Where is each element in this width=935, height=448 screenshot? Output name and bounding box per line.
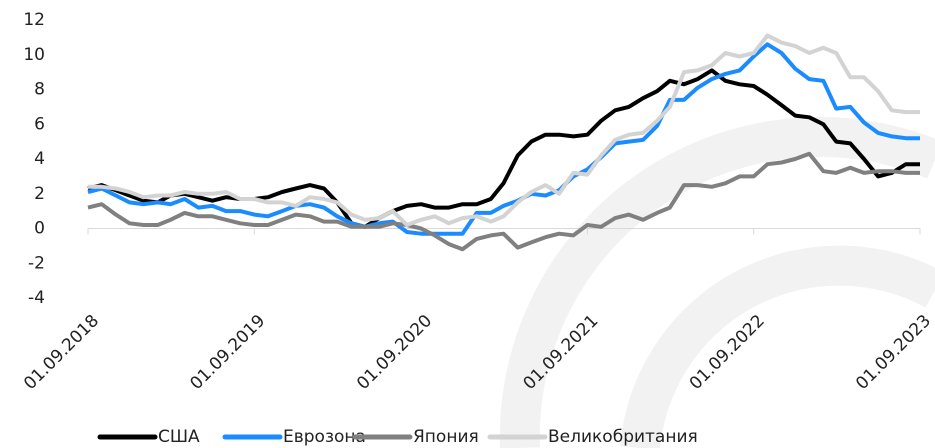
y-tick-label: 12 xyxy=(23,10,45,30)
y-tick-label: 6 xyxy=(34,114,45,134)
y-tick-label: 2 xyxy=(34,184,45,204)
watermark xyxy=(499,117,935,448)
series-line xyxy=(87,151,920,252)
x-tick-label: 01.09.2020 xyxy=(353,311,436,394)
legend-label: США xyxy=(158,427,200,447)
legend-label: Еврозона xyxy=(283,427,366,447)
series-line xyxy=(87,68,920,229)
y-tick-label: 0 xyxy=(34,219,45,239)
watermark-arc xyxy=(499,117,935,448)
x-tick-label: 01.09.2018 xyxy=(20,311,103,394)
y-tick-label: -4 xyxy=(28,288,45,308)
watermark-arc xyxy=(620,245,935,448)
x-tick-label: 01.09.2019 xyxy=(186,311,269,394)
y-tick-label: 4 xyxy=(34,149,45,169)
series-line xyxy=(87,42,920,236)
legend-label: Великобритания xyxy=(548,427,698,447)
y-tick-label: 8 xyxy=(34,80,45,100)
x-tick-label: 01.09.2023 xyxy=(852,311,935,394)
y-tick-label: 10 xyxy=(23,45,45,65)
legend-label: Япония xyxy=(413,427,479,447)
y-tick-label: -2 xyxy=(28,253,45,273)
series-line xyxy=(88,33,920,227)
